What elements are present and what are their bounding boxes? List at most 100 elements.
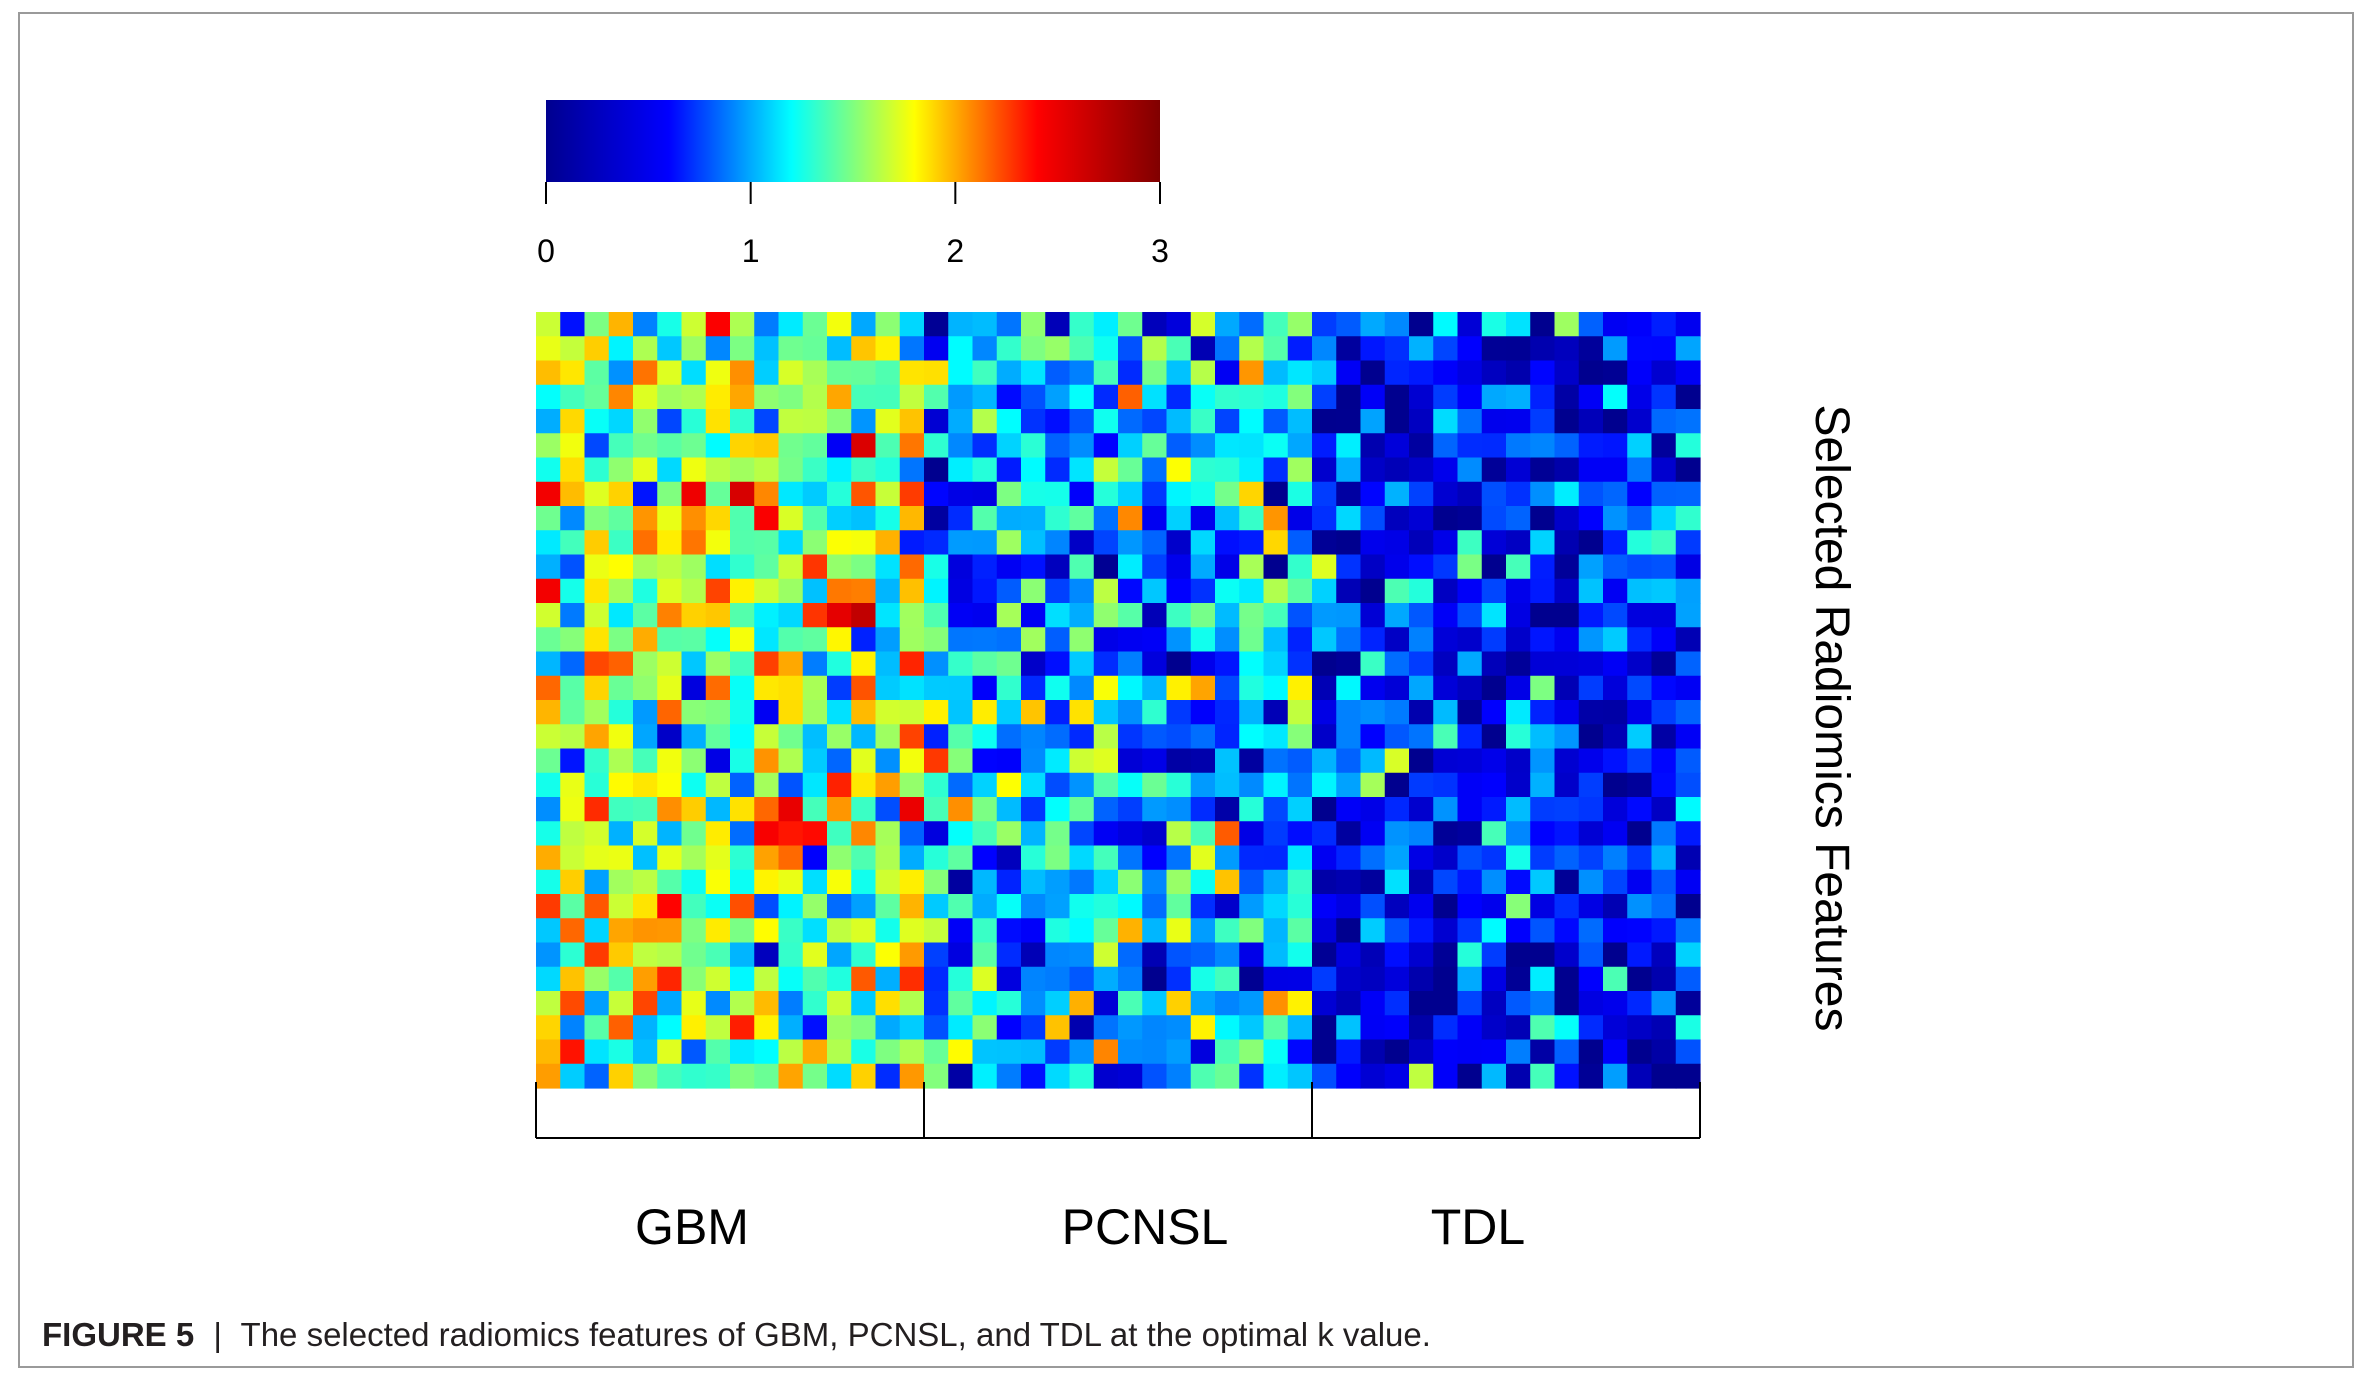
heatmap-cell (1239, 1063, 1265, 1089)
heatmap-cell (875, 530, 901, 556)
heatmap-cell (802, 894, 828, 919)
heatmap-cell (1045, 433, 1071, 459)
heatmap-cell (972, 675, 998, 701)
heatmap-cell (1118, 312, 1143, 337)
heatmap-cell (536, 748, 561, 774)
heatmap-cell (1627, 384, 1653, 410)
heatmap-cell (1142, 966, 1168, 992)
heatmap-cell (948, 797, 974, 822)
heatmap-cell (1021, 651, 1046, 677)
heatmap-cell (536, 1015, 561, 1041)
heatmap-cell (560, 554, 586, 580)
heatmap-cell (1409, 384, 1434, 410)
heatmap-cell (875, 336, 901, 362)
heatmap-cell (1433, 966, 1459, 992)
heatmap-cell (1093, 748, 1119, 774)
heatmap-cell (730, 797, 755, 822)
heatmap-cell (1530, 894, 1556, 919)
heatmap-cell (924, 772, 949, 798)
heatmap-cell (536, 409, 561, 434)
heatmap-cell (536, 384, 561, 410)
heatmap-cell (1433, 433, 1459, 459)
heatmap-cell (1603, 360, 1628, 386)
heatmap-cell (1336, 651, 1362, 677)
heatmap-cell (1384, 675, 1410, 701)
heatmap-cell (1215, 409, 1240, 434)
heatmap-cell (996, 409, 1022, 434)
heatmap-cell (1287, 966, 1313, 992)
heatmap-cell (1675, 797, 1701, 822)
heatmap-cell (1166, 554, 1192, 580)
heatmap-cell (899, 797, 925, 822)
heatmap-cell (899, 409, 925, 434)
heatmap-cell (778, 530, 804, 556)
heatmap-cell (1239, 554, 1265, 580)
heatmap-cell (778, 991, 804, 1016)
heatmap-cell (972, 384, 998, 410)
heatmap-cell (1142, 481, 1168, 507)
heatmap-cell (996, 772, 1022, 798)
heatmap-cell (1263, 942, 1289, 968)
heatmap-cell (730, 1063, 755, 1089)
heatmap-cell (1239, 700, 1265, 725)
heatmap-cell (875, 1063, 901, 1089)
heatmap-cell (1554, 312, 1580, 337)
heatmap-cell (1603, 651, 1628, 677)
heatmap-cell (705, 603, 731, 628)
heatmap-cell (1603, 700, 1628, 725)
heatmap-cell (1481, 724, 1507, 750)
heatmap-cell (705, 360, 731, 386)
heatmap-cell (996, 384, 1022, 410)
heatmap-cell (1263, 530, 1289, 556)
heatmap-cell (1530, 1063, 1556, 1089)
heatmap-cell (1142, 384, 1168, 410)
heatmap-cell (1190, 433, 1216, 459)
heatmap-cell (1239, 724, 1265, 750)
heatmap-cell (996, 603, 1022, 628)
heatmap-cell (633, 1039, 658, 1065)
heatmap-cell (1045, 894, 1071, 919)
heatmap-cell (681, 821, 707, 847)
heatmap-cell (1045, 675, 1071, 701)
heatmap-cell (1118, 942, 1143, 968)
heatmap-cell (1360, 409, 1386, 434)
heatmap-cell (1457, 554, 1483, 580)
heatmap-cell (657, 748, 683, 774)
heatmap-cell (1287, 360, 1313, 386)
heatmap-cell (1215, 627, 1240, 653)
heatmap-cell (1409, 700, 1434, 725)
heatmap-cell (730, 481, 755, 507)
heatmap-cell (1239, 312, 1265, 337)
heatmap-cell (1578, 748, 1604, 774)
heatmap-cell (657, 1063, 683, 1089)
heatmap-cell (1336, 312, 1362, 337)
heatmap-cell (681, 336, 707, 362)
heatmap-cell (560, 966, 586, 992)
heatmap-cell (1409, 409, 1434, 434)
heatmap-cell (827, 894, 852, 919)
heatmap-cell (1433, 700, 1459, 725)
heatmap-cell (1142, 675, 1168, 701)
heatmap-cell (1093, 457, 1119, 483)
heatmap-cell (1263, 991, 1289, 1016)
heatmap-cell (536, 530, 561, 556)
heatmap-cell (1506, 942, 1531, 968)
heatmap-cell (1409, 360, 1434, 386)
heatmap-cell (1457, 1063, 1483, 1089)
heatmap-cell (924, 530, 949, 556)
heatmap-cell (1627, 991, 1653, 1016)
heatmap-cell (948, 554, 974, 580)
heatmap-cell (1457, 360, 1483, 386)
heatmap-cell (1190, 481, 1216, 507)
heatmap-cell (851, 578, 877, 604)
heatmap-cell (1433, 554, 1459, 580)
heatmap-cell (1481, 966, 1507, 992)
heatmap-cell (1312, 918, 1337, 944)
heatmap-cell (754, 1063, 780, 1089)
figure-frame (18, 12, 2354, 1368)
heatmap-cell (948, 481, 974, 507)
heatmap-cell (1578, 627, 1604, 653)
heatmap-cell (1506, 675, 1531, 701)
heatmap-cell (1627, 554, 1653, 580)
heatmap-cell (560, 772, 586, 798)
